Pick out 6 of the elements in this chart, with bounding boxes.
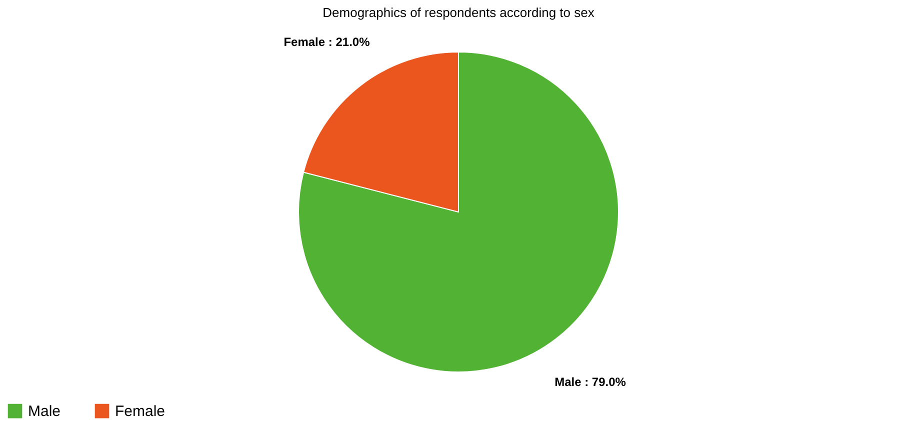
data-label: Male : 79.0%: [554, 374, 626, 389]
legend-label: Male: [28, 403, 61, 420]
legend-label: Female: [115, 403, 166, 420]
data-label: Female : 21.0%: [284, 35, 370, 50]
pie-slice: [298, 52, 619, 372]
chart-title: Demographics of respondents according to sex: [322, 5, 595, 20]
